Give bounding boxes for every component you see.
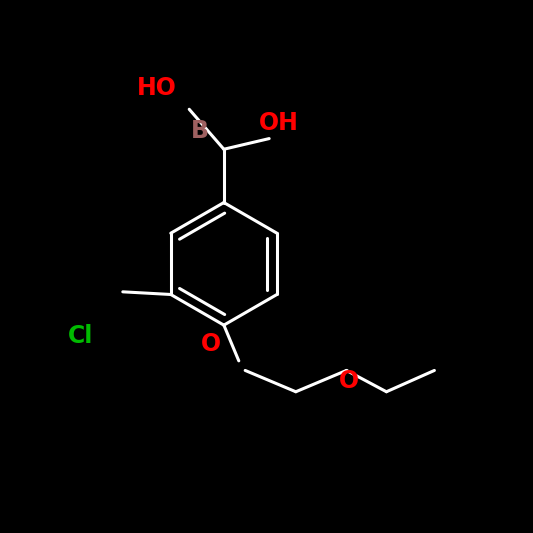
Text: B: B <box>191 118 209 143</box>
Text: Cl: Cl <box>68 324 93 348</box>
Text: O: O <box>200 332 221 356</box>
Text: HO: HO <box>138 76 177 100</box>
Text: O: O <box>339 369 359 393</box>
Text: OH: OH <box>259 110 298 135</box>
